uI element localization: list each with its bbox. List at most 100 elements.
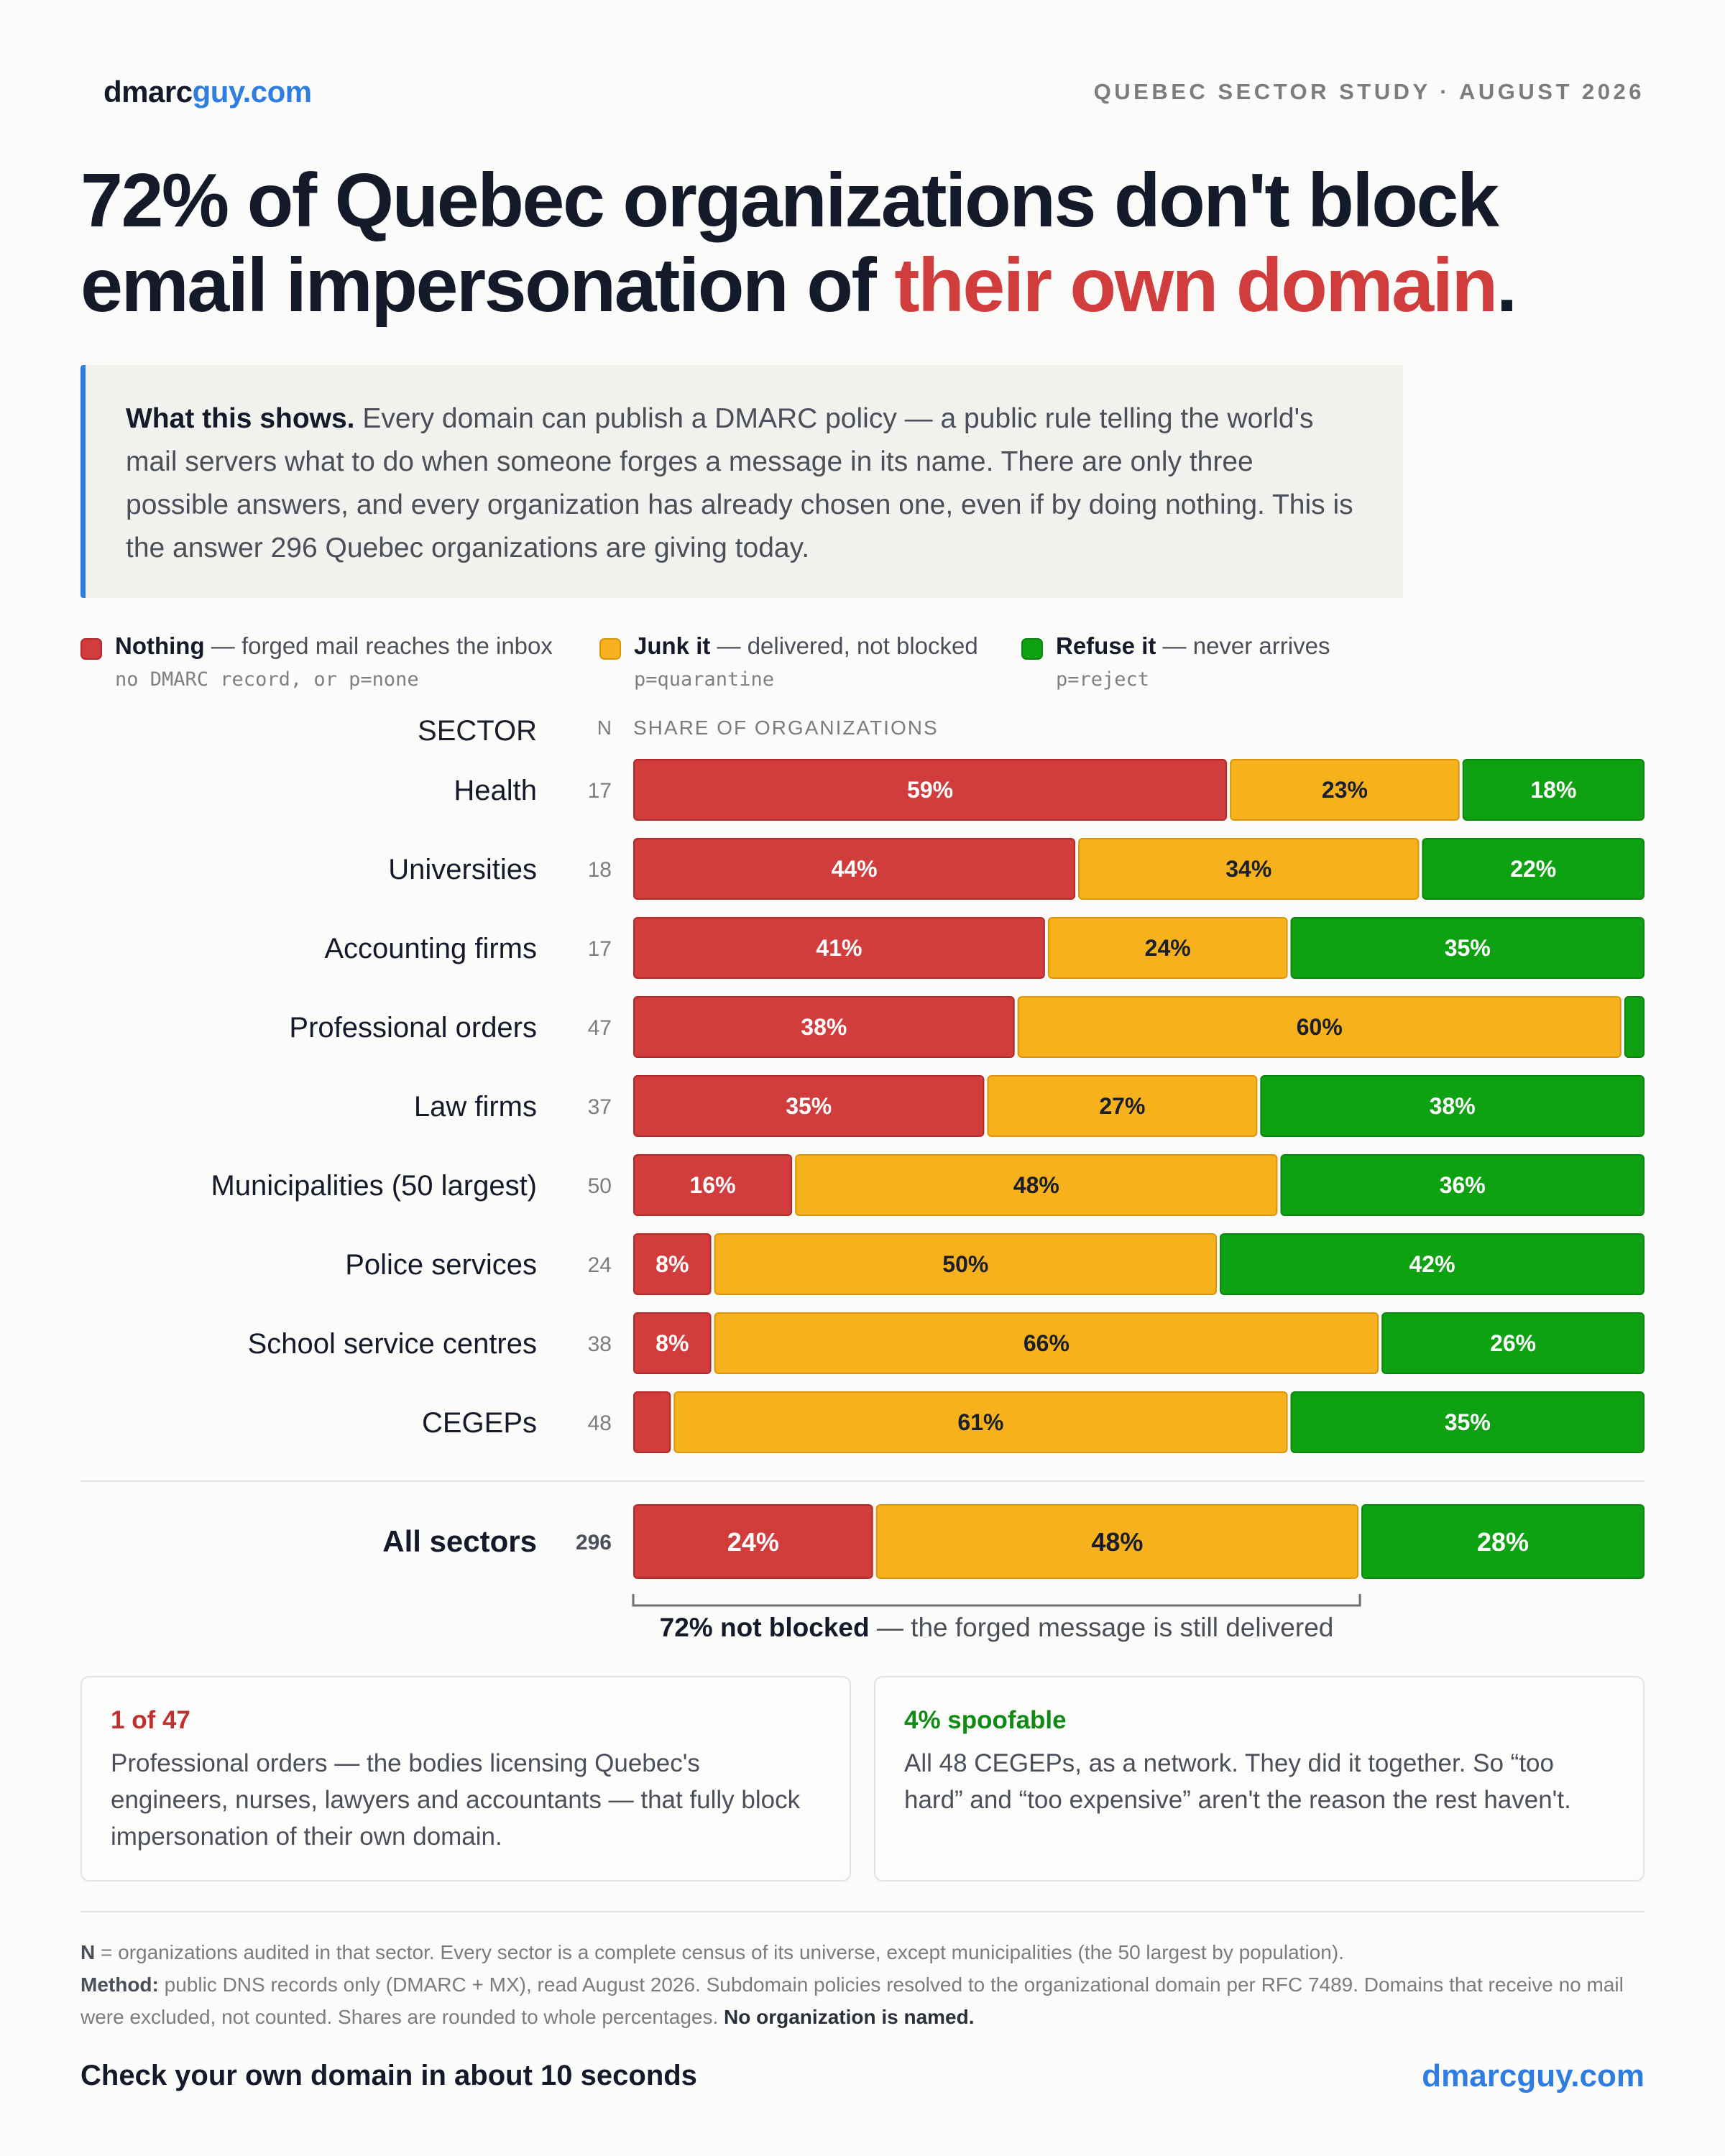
bar-junk-professional-orders bbox=[1017, 996, 1622, 1058]
data-label-refuse-cegeps: 35% bbox=[1445, 1409, 1491, 1435]
annotation-rest: — the forged message is still delivered bbox=[870, 1613, 1334, 1642]
bar-junk-universities bbox=[1078, 838, 1420, 900]
data-label-nothing-all-sectors: 24% bbox=[727, 1527, 779, 1557]
data-label-junk-health: 23% bbox=[1322, 777, 1368, 803]
bar-junk-accounting-firms bbox=[1047, 917, 1288, 979]
bar-junk-health bbox=[1230, 759, 1460, 821]
insight-card-professional-orders: 1 of 47 Professional orders — the bodies… bbox=[80, 1676, 851, 1881]
bar-junk-cegeps bbox=[673, 1391, 1288, 1453]
bar-refuse-accounting-firms bbox=[1290, 917, 1644, 979]
bar-nothing-cegeps bbox=[633, 1391, 671, 1453]
legend-label-nothing: Nothing bbox=[115, 632, 205, 659]
data-label-refuse-all-sectors: 28% bbox=[1477, 1527, 1529, 1557]
sector-label-professional-orders: Professional orders bbox=[289, 1012, 537, 1044]
bar-nothing-law-firms bbox=[633, 1075, 985, 1137]
data-label-nothing-municipalities-50-largest: 16% bbox=[690, 1172, 736, 1198]
data-label-refuse-law-firms: 38% bbox=[1430, 1093, 1476, 1119]
header-n: N bbox=[597, 717, 612, 739]
data-label-nothing-universities: 44% bbox=[832, 856, 878, 882]
callout-text: What this shows. Every domain can publis… bbox=[126, 397, 1360, 570]
not-blocked-bracket bbox=[632, 1594, 1361, 1607]
legend-swatch-nothing bbox=[80, 638, 102, 660]
n-value-police-services: 24 bbox=[588, 1253, 612, 1277]
headline-line1: 72% of Quebec organizations don't block bbox=[80, 158, 1499, 243]
legend-code-nothing: no DMARC record, or p=none bbox=[115, 668, 419, 691]
data-label-junk-accounting-firms: 24% bbox=[1145, 935, 1191, 961]
bar-nothing-all-sectors bbox=[633, 1504, 873, 1579]
legend-desc-refuse: — never arrives bbox=[1156, 632, 1330, 659]
bar-nothing-accounting-firms bbox=[633, 917, 1045, 979]
bar-nothing-school-service-centres bbox=[633, 1312, 712, 1374]
sector-label-cegeps: CEGEPs bbox=[422, 1407, 537, 1439]
data-label-nothing-professional-orders: 38% bbox=[801, 1014, 847, 1040]
data-label-junk-all-sectors: 48% bbox=[1091, 1527, 1143, 1557]
bar-junk-municipalities-50-largest bbox=[795, 1154, 1278, 1216]
header-sector: SECTOR bbox=[418, 715, 537, 747]
footer-divider bbox=[80, 1911, 1644, 1912]
legend-desc-junk: — delivered, not blocked bbox=[710, 632, 978, 659]
legend-main-nothing: Nothing — forged mail reaches the inbox bbox=[115, 632, 553, 660]
legend-code-junk: p=quarantine bbox=[634, 668, 775, 691]
n-value-professional-orders: 47 bbox=[588, 1016, 612, 1040]
legend-main-refuse: Refuse it — never arrives bbox=[1056, 632, 1330, 660]
bar-refuse-cegeps bbox=[1290, 1391, 1644, 1453]
bar-nothing-professional-orders bbox=[633, 996, 1015, 1058]
bar-refuse-all-sectors bbox=[1361, 1504, 1644, 1579]
data-label-refuse-municipalities-50-largest: 36% bbox=[1440, 1172, 1486, 1198]
card-text: All 48 CEGEPs, as a network. They did it… bbox=[904, 1749, 1571, 1814]
explainer-callout: What this shows. Every domain can publis… bbox=[80, 365, 1403, 598]
brand-accent: guy.com bbox=[192, 75, 313, 109]
cta-link[interactable]: dmarcguy.com bbox=[1422, 2058, 1644, 2093]
n-value-health: 17 bbox=[588, 779, 612, 803]
bar-junk-school-service-centres bbox=[714, 1312, 1379, 1374]
notes-n-label: N bbox=[80, 1941, 96, 1963]
headline-line2-start: email impersonation of bbox=[80, 243, 895, 328]
legend-label-junk: Junk it bbox=[634, 632, 711, 659]
bar-refuse-law-firms bbox=[1260, 1075, 1644, 1137]
bar-refuse-school-service-centres bbox=[1381, 1312, 1644, 1374]
data-label-junk-universities: 34% bbox=[1225, 856, 1271, 882]
n-value-universities: 18 bbox=[588, 858, 612, 882]
bar-refuse-health bbox=[1462, 759, 1644, 821]
legend-desc-nothing: — forged mail reaches the inbox bbox=[204, 632, 553, 659]
footnotes: N = organizations audited in that sector… bbox=[80, 1936, 1644, 2033]
data-label-junk-municipalities-50-largest: 48% bbox=[1013, 1172, 1059, 1198]
sector-label-municipalities-50-largest: Municipalities (50 largest) bbox=[211, 1170, 537, 1202]
data-label-junk-police-services: 50% bbox=[942, 1251, 988, 1277]
data-label-junk-cegeps: 61% bbox=[957, 1409, 1003, 1435]
callout-lead: What this shows. bbox=[126, 403, 355, 434]
data-label-junk-professional-orders: 60% bbox=[1297, 1014, 1343, 1040]
card-kicker: 4% spoofable bbox=[904, 1706, 1067, 1734]
data-label-junk-school-service-centres: 66% bbox=[1024, 1330, 1070, 1356]
bar-refuse-universities bbox=[1422, 838, 1644, 900]
insight-card-cegeps: 4% spoofable All 48 CEGEPs, as a network… bbox=[874, 1676, 1644, 1881]
headline-period: . bbox=[1496, 243, 1517, 328]
brand-logo[interactable]: dmarcguy.com bbox=[104, 75, 312, 109]
bar-junk-all-sectors bbox=[875, 1504, 1359, 1579]
card-text: Professional orders — the bodies licensi… bbox=[111, 1749, 801, 1851]
sector-label-school-service-centres: School service centres bbox=[248, 1328, 537, 1360]
data-label-refuse-universities: 22% bbox=[1510, 856, 1556, 882]
data-label-refuse-police-services: 42% bbox=[1409, 1251, 1455, 1277]
bar-nothing-universities bbox=[633, 838, 1076, 900]
bar-junk-law-firms bbox=[987, 1075, 1258, 1137]
legend-main-junk: Junk it — delivered, not blocked bbox=[634, 632, 978, 660]
bar-nothing-police-services bbox=[633, 1233, 712, 1295]
annotation-bold: 72% not blocked bbox=[660, 1613, 870, 1642]
data-label-junk-law-firms: 27% bbox=[1099, 1093, 1145, 1119]
n-value-school-service-centres: 38 bbox=[588, 1332, 612, 1356]
data-label-nothing-police-services: 8% bbox=[656, 1251, 689, 1277]
callout-body: Every domain can publish a DMARC policy … bbox=[126, 403, 1353, 563]
bar-refuse-professional-orders bbox=[1624, 996, 1644, 1058]
data-label-refuse-accounting-firms: 35% bbox=[1445, 935, 1491, 961]
data-label-nothing-accounting-firms: 41% bbox=[816, 935, 862, 961]
sector-label-police-services: Police services bbox=[345, 1249, 537, 1281]
notes-method-text: public DNS records only (DMARC + MX), re… bbox=[80, 1973, 1624, 2028]
notes-method-label: Method: bbox=[80, 1973, 159, 1996]
card-kicker: 1 of 47 bbox=[111, 1706, 190, 1734]
n-value-law-firms: 37 bbox=[588, 1095, 612, 1119]
legend-swatch-refuse bbox=[1021, 638, 1043, 660]
n-value-all-sectors: 296 bbox=[576, 1531, 612, 1554]
bar-refuse-municipalities-50-largest bbox=[1280, 1154, 1644, 1216]
legend-code-refuse: p=reject bbox=[1056, 668, 1150, 691]
